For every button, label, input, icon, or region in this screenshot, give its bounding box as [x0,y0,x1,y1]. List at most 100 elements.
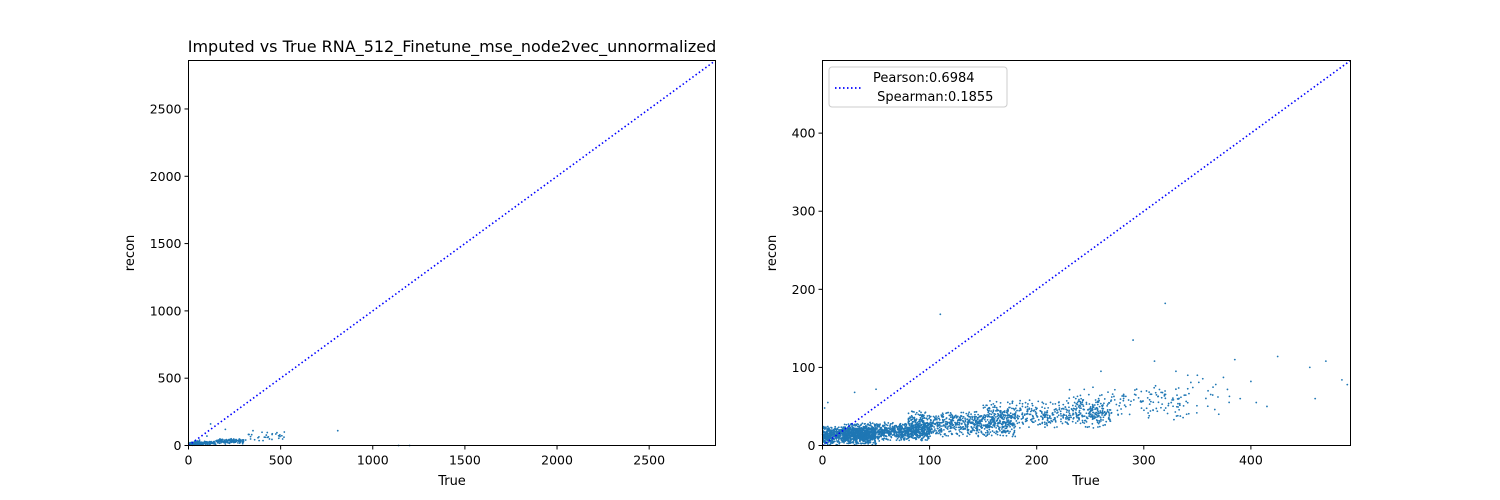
data-point [1148,391,1151,394]
data-point [1060,414,1062,417]
data-point [863,438,866,440]
data-point [861,422,864,425]
data-point [1037,423,1039,426]
data-point [847,437,850,439]
data-point [990,434,993,437]
data-point [1167,404,1170,407]
data-point [1070,416,1073,419]
data-point [1097,412,1100,415]
data-point [1001,417,1004,420]
data-point [1189,381,1192,384]
data-point [1104,423,1106,426]
data-point [944,425,947,428]
data-point [1054,411,1056,413]
data-point [1092,411,1094,414]
data-point [853,432,856,434]
data-point [853,391,856,394]
data-point [1097,410,1100,413]
data-point [1092,427,1095,429]
data-point [1067,402,1070,405]
data-point [844,435,847,438]
data-point [978,422,980,425]
data-point [212,442,215,445]
data-point [1006,425,1008,428]
data-point [911,420,914,423]
data-point [983,434,986,436]
data-point [1106,409,1109,411]
data-point [966,423,969,426]
data-point [973,411,976,413]
data-point [920,423,922,426]
data-point [233,441,235,444]
data-point [1212,386,1214,388]
data-point [962,425,965,428]
data-point [1028,413,1031,416]
data-point [1188,392,1190,395]
data-point [917,413,920,416]
data-point [977,421,979,423]
data-point [847,423,850,426]
data-point [1072,396,1075,398]
data-point [937,415,940,418]
data-point [1101,414,1103,416]
data-point [998,427,1000,429]
data-point [1004,427,1007,430]
data-point [936,427,939,430]
x-tick-label: 1500 [449,453,481,468]
data-point [838,436,841,438]
data-point [1065,399,1068,402]
data-point [891,434,894,437]
data-point [968,411,971,414]
data-point [887,438,889,441]
data-point [926,435,929,438]
data-point [915,426,918,429]
data-point [918,436,920,439]
data-point [241,440,244,443]
data-point [846,429,849,431]
data-point [1099,394,1101,397]
x-tick-label: 2000 [541,453,573,468]
y-tick-label: 1500 [150,236,182,251]
data-point [867,431,870,434]
data-point [1024,401,1027,404]
data-point [972,419,975,422]
data-point [899,436,902,439]
data-point [1100,394,1103,396]
data-point [1111,393,1114,395]
data-point [864,427,867,430]
data-point [1098,399,1101,402]
data-point [232,440,235,442]
data-point [866,436,869,438]
data-point [1018,409,1021,412]
data-point [237,440,239,442]
data-point [990,403,993,406]
data-point [944,423,947,425]
data-point [919,426,922,429]
data-point [1000,431,1003,433]
data-point [1100,418,1102,421]
data-point [1172,398,1175,401]
data-point [225,438,228,441]
data-point [1096,419,1099,422]
data-point [1041,406,1043,408]
data-point [1124,395,1127,398]
data-point [1101,404,1103,407]
data-point [1078,413,1081,416]
x-tick-label: 300 [1132,453,1156,468]
data-point [1124,405,1127,408]
data-point [1085,403,1088,405]
data-point [205,442,208,445]
data-point [281,438,284,440]
data-point [895,439,898,442]
data-point [250,433,253,436]
data-point [999,434,1002,437]
data-point [955,426,958,429]
data-point [830,426,832,429]
data-point [867,442,870,445]
data-point [1008,416,1011,419]
data-point [1041,422,1044,425]
data-point [985,435,987,438]
data-point [271,438,273,441]
data-point [864,442,867,445]
data-point [1141,400,1144,403]
